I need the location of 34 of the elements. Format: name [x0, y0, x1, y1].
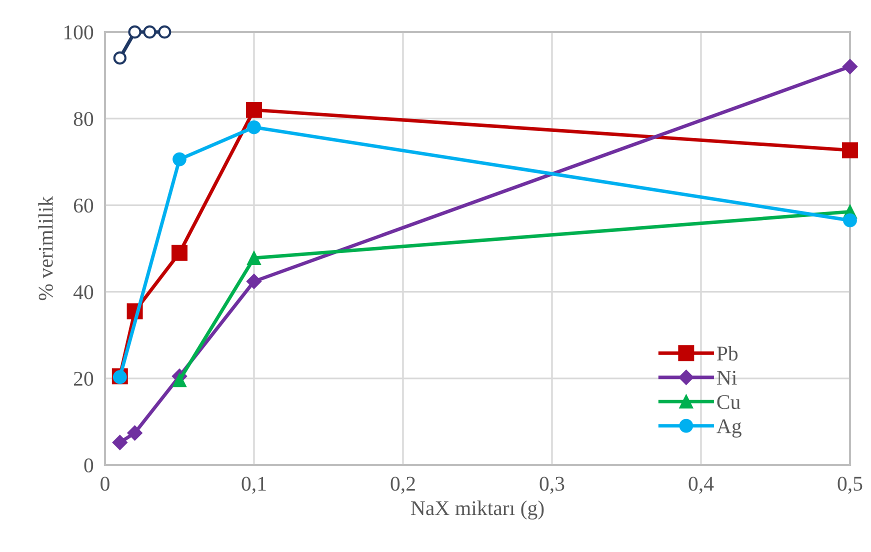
y-tick-label: 0 [84, 458, 94, 472]
y-tick-label: 60 [74, 198, 94, 213]
legend-label: Cu [717, 395, 740, 410]
legend-label: Pb [716, 346, 738, 361]
point [112, 434, 128, 450]
point [127, 425, 142, 441]
x-axis-title: NaX miktarı (g) [410, 500, 544, 520]
x-tick-label: 0,5 [838, 476, 862, 494]
point [143, 25, 156, 39]
point [158, 25, 172, 39]
y-tick-label: 20 [74, 372, 94, 386]
x-tick-label: 0,1 [242, 476, 266, 494]
point [247, 251, 261, 265]
point [246, 102, 262, 118]
legend-label: Ni [716, 370, 737, 385]
x-tick-label: 0,3 [540, 476, 564, 494]
x-tick-label: 0,2 [390, 476, 415, 494]
y-tick-label: 100 [64, 25, 94, 40]
point [113, 51, 126, 65]
y-axis-title: % verimlilik [38, 196, 53, 300]
point [843, 213, 857, 228]
point [246, 274, 262, 289]
point [842, 59, 858, 74]
point [247, 120, 261, 134]
point [842, 142, 858, 158]
y-tick-label: 80 [74, 112, 94, 126]
point [172, 152, 186, 166]
point [172, 244, 188, 261]
x-tick-label: 0 [100, 476, 110, 491]
y-tick-label: 40 [73, 285, 94, 300]
x-tick-label: 0,4 [688, 476, 714, 494]
legend-label: Ag [716, 419, 742, 438]
point [172, 373, 186, 388]
point [128, 25, 142, 39]
